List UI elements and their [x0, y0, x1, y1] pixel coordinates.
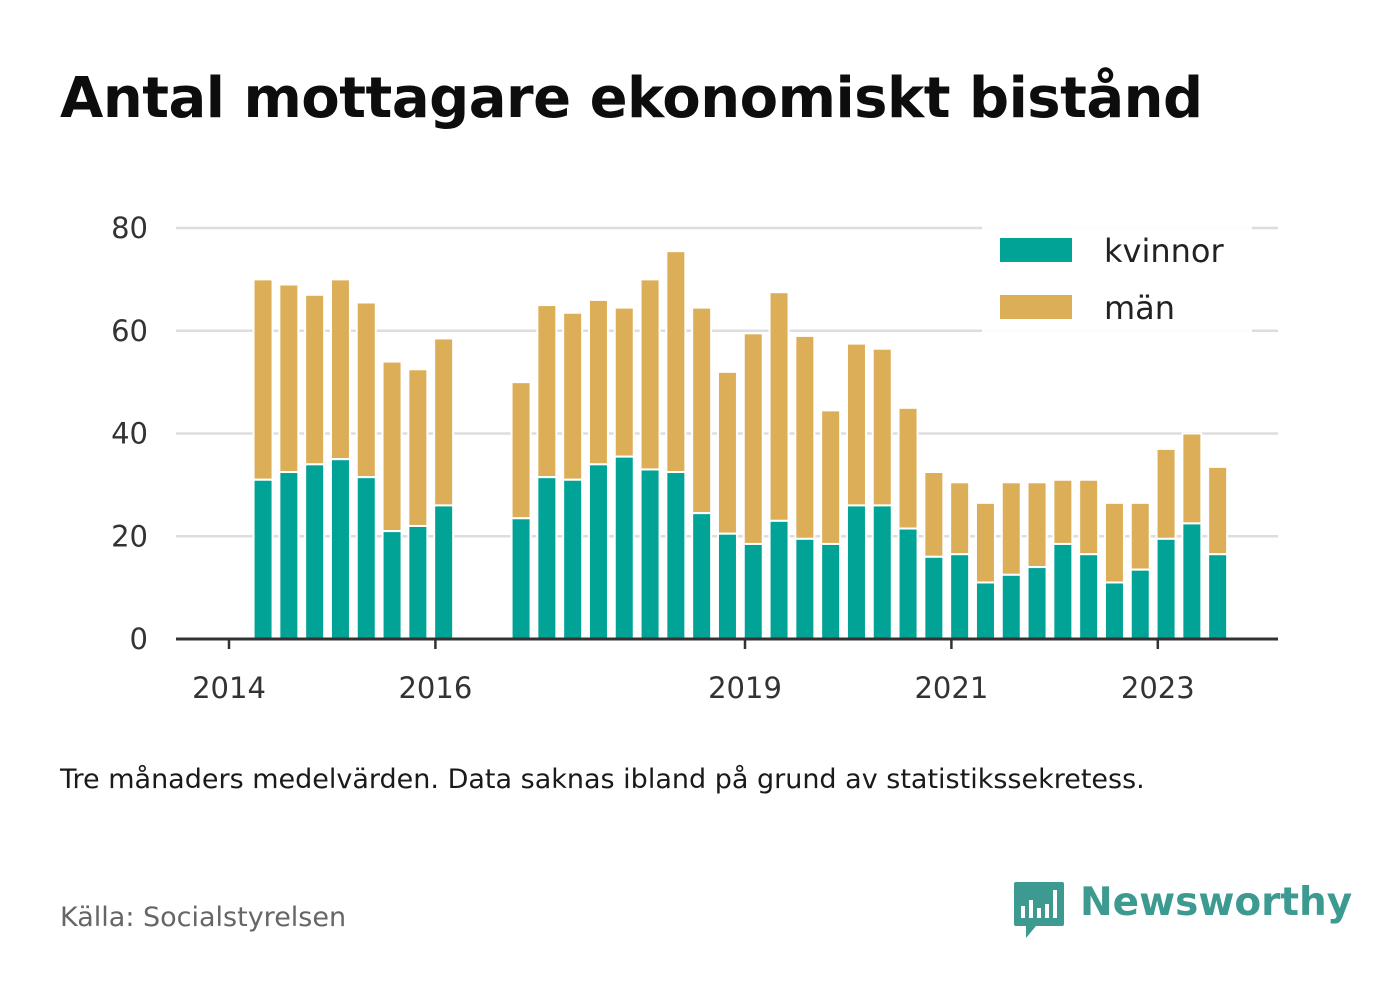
bar-kvinnor [897, 527, 919, 641]
chart-note: Tre månaders medelvärden. Data saknas ib… [60, 764, 1145, 795]
bar-kvinnor [329, 458, 351, 640]
bar-man [407, 368, 429, 527]
brand[interactable]: Newsworthy [1012, 880, 1352, 940]
y-tick-label: 20 [111, 519, 148, 553]
bar-kvinnor [923, 555, 945, 640]
legend-label: män [1104, 289, 1175, 327]
bar-man [1155, 447, 1177, 540]
bar-kvinnor [871, 504, 893, 640]
bar-man [355, 301, 377, 479]
bar-man [252, 278, 274, 481]
bar-man [923, 471, 945, 558]
chart-title: Antal mottagare ekonomiskt bistånd [60, 66, 1203, 131]
bar-kvinnor [613, 455, 635, 640]
bar-man [562, 311, 584, 481]
legend-label: kvinnor [1104, 232, 1225, 270]
bar-kvinnor [407, 524, 429, 640]
bar-man [820, 409, 842, 545]
bar-man [613, 306, 635, 458]
bar-kvinnor [1026, 566, 1048, 641]
bar-man [1129, 501, 1151, 571]
bar-kvinnor [691, 512, 713, 640]
x-tick-label: 2021 [914, 671, 988, 705]
bar-kvinnor [1155, 537, 1177, 640]
bar-kvinnor [433, 504, 455, 640]
bar-man [1000, 481, 1022, 576]
bar-man [768, 291, 790, 522]
bar-kvinnor [1207, 553, 1229, 641]
y-tick-label: 60 [111, 314, 148, 348]
x-tick-label: 2019 [708, 671, 782, 705]
bar-man [433, 337, 455, 507]
bar-man [639, 278, 661, 471]
legend-swatch-kvinnor [1000, 238, 1072, 262]
bar-kvinnor [742, 542, 764, 640]
bar-man [1026, 481, 1048, 569]
chart-area: 0 20 40 60 80 2014 2016 2019 2021 2023 kvinnor mä… [111, 211, 1278, 705]
bar-man [897, 406, 919, 530]
y-tick-label: 40 [111, 417, 148, 451]
bar-kvinnor [974, 581, 996, 640]
bar-man [845, 342, 867, 507]
bar-man [1052, 478, 1074, 545]
bar-man [587, 298, 609, 466]
bar-kvinnor [536, 476, 558, 641]
x-tick-label: 2014 [192, 671, 266, 705]
bar-kvinnor [1103, 581, 1125, 640]
bar-man [974, 501, 996, 584]
bar-kvinnor [355, 476, 377, 641]
bar-man [716, 370, 738, 535]
bar-kvinnor [381, 530, 403, 640]
bar-kvinnor [949, 553, 971, 641]
bar-kvinnor [768, 519, 790, 641]
bar-kvinnor [1052, 542, 1074, 640]
bar-man [1078, 478, 1100, 556]
bar-man [691, 306, 713, 515]
bar-kvinnor [1078, 553, 1100, 641]
bar-man [536, 304, 558, 479]
x-tick-label: 2016 [398, 671, 472, 705]
bar-kvinnor [562, 478, 584, 640]
bar-kvinnor [794, 537, 816, 640]
bar-kvinnor [510, 517, 532, 640]
source-label: Källa: Socialstyrelsen [60, 902, 347, 933]
bar-man [1207, 465, 1229, 556]
x-tick-label: 2023 [1121, 671, 1195, 705]
bar-kvinnor [820, 542, 842, 640]
bar-man [949, 481, 971, 556]
bar-man [794, 334, 816, 540]
y-axis-ticks: 0 20 40 60 80 [111, 211, 148, 656]
legend-swatch-man [1000, 295, 1072, 319]
bar-man [871, 347, 893, 507]
bar-kvinnor [716, 532, 738, 641]
bar-man [304, 293, 326, 466]
bar-kvinnor [1000, 573, 1022, 640]
bar-man [1181, 432, 1203, 525]
bar-kvinnor [845, 504, 867, 640]
bar-man [329, 278, 351, 461]
bar-kvinnor [639, 468, 661, 640]
bar-man [742, 332, 764, 545]
bar-man [278, 283, 300, 474]
newsworthy-logo-icon [1014, 882, 1064, 938]
bar-kvinnor [278, 471, 300, 640]
y-tick-label: 0 [130, 622, 148, 656]
legend: kvinnor män [982, 220, 1252, 332]
x-axis: 2014 2016 2019 2021 2023 [176, 637, 1278, 705]
brand-name: Newsworthy [1080, 880, 1353, 925]
bar-kvinnor [1129, 568, 1151, 640]
bar-man [665, 250, 687, 474]
bar-man [510, 381, 532, 520]
y-tick-label: 80 [111, 211, 148, 245]
bar-kvinnor [1181, 522, 1203, 640]
bar-kvinnor [665, 471, 687, 640]
bar-kvinnor [587, 463, 609, 641]
bar-kvinnor [252, 478, 274, 640]
bar-man [1103, 501, 1125, 584]
bar-kvinnor [304, 463, 326, 641]
bars [252, 250, 1229, 641]
bar-man [381, 360, 403, 533]
